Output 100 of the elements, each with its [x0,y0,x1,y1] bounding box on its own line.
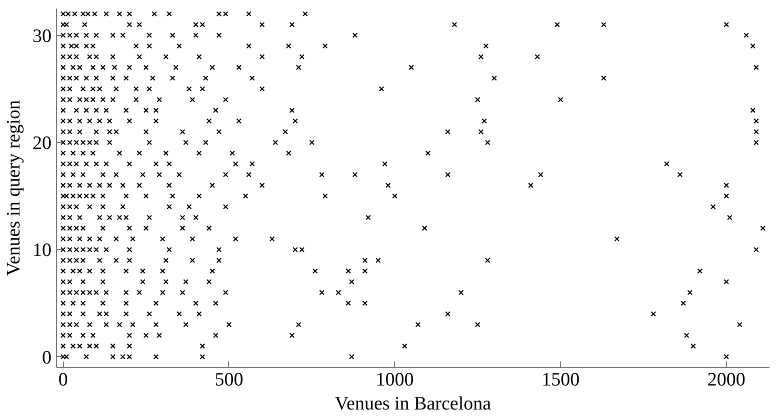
point [110,343,116,349]
point [143,129,149,134]
point [146,214,152,220]
point [126,258,132,264]
point [94,75,99,81]
point [136,290,142,296]
point [106,118,112,124]
point [724,22,730,28]
point [126,118,132,124]
point [180,226,186,231]
point [259,86,265,92]
point [246,172,252,178]
point [744,32,749,38]
point [100,279,106,284]
point [376,258,381,264]
point [106,182,112,188]
point [176,43,182,49]
point [133,86,139,92]
point [114,172,119,178]
point [210,268,216,274]
point [86,118,92,124]
point [232,236,238,242]
point [366,214,371,220]
point [60,300,66,306]
point [538,172,544,178]
point [123,268,129,274]
point [133,96,139,102]
point [246,43,252,49]
point [180,129,186,134]
point [492,75,497,81]
point [213,300,218,306]
point [126,22,132,28]
point [319,172,324,178]
point [94,108,99,113]
point [680,300,686,306]
point [452,22,458,28]
point [750,108,756,113]
point [186,204,192,210]
point [352,172,358,178]
x-tick-label: 0 [58,370,68,390]
point [445,311,450,317]
point [166,182,172,188]
point [160,236,166,242]
point [153,118,159,124]
point [200,343,206,349]
point [296,322,302,328]
point [196,150,202,156]
point [84,354,90,360]
point [249,75,255,81]
point [126,161,132,167]
point [163,54,169,60]
point [601,22,606,28]
point [126,64,132,70]
point [100,300,106,306]
x-tick-label: 1000 [376,370,414,390]
point [289,332,295,338]
point [210,64,216,70]
point [534,54,540,60]
point [190,96,196,102]
point [558,96,564,102]
point [483,43,489,49]
point [408,64,414,70]
point [64,354,70,360]
point [236,118,242,124]
point [736,322,742,328]
point [385,182,391,188]
point [84,32,90,38]
point [163,279,169,284]
point [90,150,96,156]
point [60,268,66,274]
point [664,161,670,167]
point [750,43,756,49]
point [153,108,159,113]
point [183,279,189,284]
point [84,161,90,167]
point [96,182,102,188]
point [126,343,132,349]
point [64,22,70,28]
point [402,343,408,349]
point [110,96,116,102]
point [60,22,66,28]
point [176,311,182,317]
point [259,54,265,60]
point [210,182,216,188]
point [166,11,172,17]
point [170,75,176,81]
point [226,322,232,328]
point [153,322,159,328]
point [120,182,126,188]
point [153,161,159,167]
point [106,214,112,220]
point [104,246,109,252]
point [140,268,146,274]
point [94,161,99,167]
point [120,204,126,210]
point [104,322,109,328]
point [216,129,222,134]
point [146,32,152,38]
x-tick-label: 500 [214,370,244,390]
point [123,300,129,306]
